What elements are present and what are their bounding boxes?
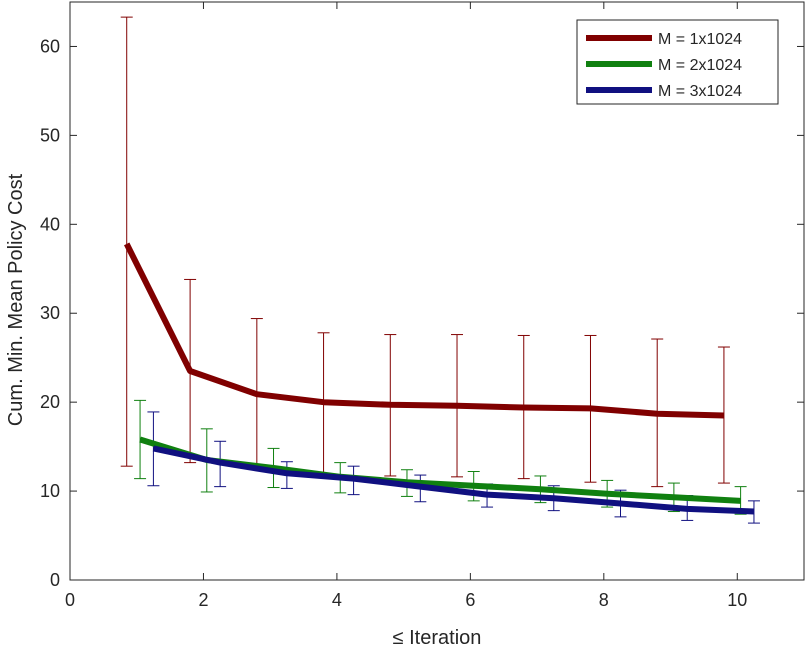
- x-tick-label: 4: [332, 590, 342, 610]
- y-tick-label: 60: [40, 36, 60, 56]
- y-tick-label: 20: [40, 392, 60, 412]
- y-axis-title: Cum. Min. Mean Policy Cost: [5, 173, 27, 426]
- x-tick-label: 10: [727, 590, 747, 610]
- series-lines: [124, 242, 755, 515]
- error-bar: [717, 346, 730, 484]
- legend: M = 1x1024 M = 2x1024 M = 3x1024: [576, 19, 779, 105]
- x-tick-label: 0: [65, 590, 75, 610]
- y-axis: 0 10 20 30 40 50 60: [40, 36, 804, 590]
- x-axis: 0 2 4 6 8 10: [65, 2, 747, 610]
- x-tick-label: 2: [198, 590, 208, 610]
- legend-label: M = 3x1024: [658, 83, 742, 100]
- y-tick-label: 40: [40, 214, 60, 234]
- y-tick-label: 10: [40, 481, 60, 501]
- x-tick-label: 8: [599, 590, 609, 610]
- y-tick-label: 30: [40, 303, 60, 323]
- series-line: [124, 242, 724, 419]
- error-bar: [120, 16, 133, 467]
- legend-label: M = 2x1024: [658, 57, 742, 74]
- x-tick-label: 6: [465, 590, 475, 610]
- x-axis-title: ≤ Iteration: [393, 627, 482, 649]
- legend-label: M = 1x1024: [658, 31, 742, 48]
- y-tick-label: 0: [50, 570, 60, 590]
- y-tick-label: 50: [40, 125, 60, 145]
- series-line: [152, 445, 755, 515]
- error-bar: [134, 399, 147, 480]
- plot-frame: [69, 1, 805, 581]
